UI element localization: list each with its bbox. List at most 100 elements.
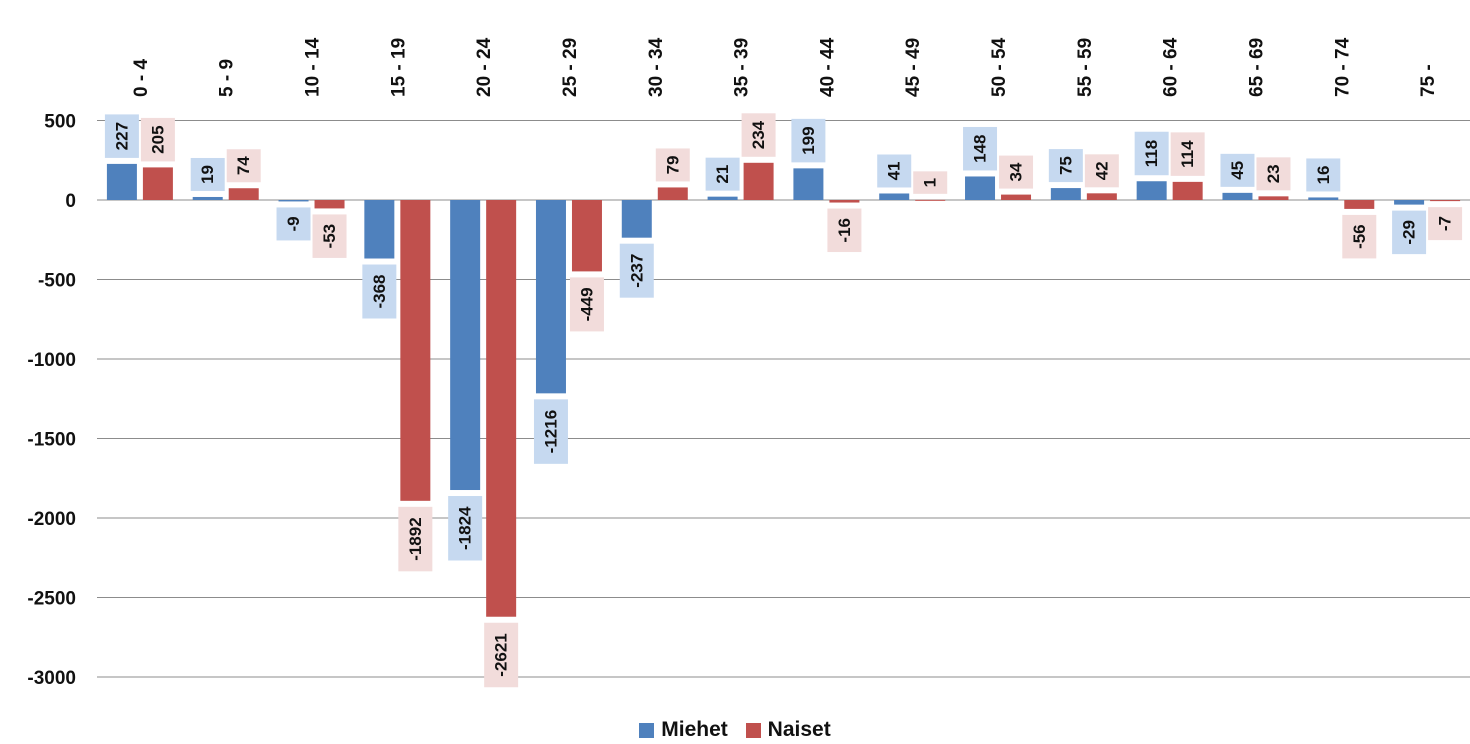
y-tick-label: -2500	[27, 589, 76, 610]
data-label: 234	[741, 113, 776, 157]
bar-series-2	[1001, 194, 1032, 200]
data-label-text: -29	[1400, 220, 1419, 245]
y-tick-label: -1000	[27, 350, 76, 371]
data-label-background	[1306, 158, 1341, 192]
data-label-background	[1048, 149, 1083, 183]
data-label: 21	[705, 157, 740, 191]
bar-series-2	[228, 188, 259, 200]
data-label-text: 45	[1228, 161, 1247, 180]
bar-series-2	[400, 200, 431, 501]
data-label: 74	[226, 149, 261, 183]
y-tick-label: -1500	[27, 430, 76, 451]
data-label: -449	[569, 277, 604, 332]
data-label: -1216	[533, 399, 568, 464]
data-label-background	[448, 496, 483, 561]
data-label-text: 234	[749, 120, 768, 149]
bar-series-2	[1344, 200, 1375, 209]
data-label-text: 16	[1314, 165, 1333, 184]
data-label-background	[312, 214, 347, 258]
data-label-background	[655, 148, 690, 182]
bar-series-1	[1394, 200, 1425, 205]
data-label-text: 114	[1178, 140, 1197, 168]
bar-series-2	[1172, 181, 1203, 200]
data-label: -237	[619, 243, 654, 298]
data-label-text: 1	[921, 178, 940, 187]
category-label: 30 - 34	[646, 37, 667, 97]
bar-series-1	[793, 168, 824, 200]
data-label: 148	[963, 126, 998, 171]
data-label-background	[1428, 207, 1463, 241]
data-label-background	[791, 118, 826, 163]
bar-series-1	[106, 163, 137, 200]
legend-item-series-2: Naiset	[745, 718, 831, 742]
bar-series-2	[486, 200, 517, 617]
data-label-text: 74	[234, 156, 253, 175]
data-label: 118	[1134, 131, 1169, 176]
data-label: 227	[104, 114, 139, 158]
data-label-background	[1392, 210, 1427, 255]
data-label-text: 19	[198, 165, 217, 184]
data-label: 114	[1170, 132, 1205, 176]
bar-series-1	[192, 196, 223, 200]
data-label: -53	[312, 214, 347, 258]
data-label: 16	[1306, 158, 1341, 192]
data-label: -9	[276, 207, 311, 241]
data-label-background	[1170, 132, 1205, 176]
category-label: 60 - 64	[1161, 37, 1182, 97]
category-label: 75 -	[1418, 64, 1439, 97]
data-label-background	[362, 264, 397, 319]
data-label-text: 42	[1092, 161, 1111, 180]
y-axis-tick-labels: 500 0 -500 -1000 -1500 -2000 -2500 -3000	[27, 112, 76, 690]
data-label-text: -1216	[541, 410, 560, 453]
category-label: 70 - 74	[1332, 37, 1353, 97]
data-label-text: -7	[1436, 216, 1455, 231]
data-label-text: -1824	[456, 506, 475, 550]
category-label: 10 - 14	[303, 37, 324, 97]
category-label: 20 - 24	[474, 37, 495, 97]
data-label-background	[1220, 153, 1255, 187]
data-label-background	[741, 113, 776, 157]
data-label-text: 205	[148, 125, 167, 153]
category-label: 0 - 4	[131, 59, 152, 97]
data-label-text: 41	[885, 162, 904, 181]
data-label-background	[1134, 131, 1169, 176]
y-tick-label: 500	[44, 112, 76, 133]
data-label-background	[705, 157, 740, 191]
data-label-text: 148	[971, 135, 990, 163]
data-label: 79	[655, 148, 690, 182]
data-label-background	[1342, 214, 1377, 259]
data-label: 34	[999, 155, 1034, 189]
bar-series-2	[743, 162, 774, 200]
data-label-background	[276, 207, 311, 241]
legend-label-series-2: Naiset	[767, 718, 831, 741]
bar-series-1	[278, 200, 309, 202]
data-label-text: -237	[627, 254, 646, 288]
data-label: -16	[827, 208, 862, 253]
data-label: -1824	[448, 496, 483, 561]
category-label: 55 - 59	[1075, 38, 1096, 97]
data-label-text: 23	[1264, 164, 1283, 183]
y-tick-label: -3000	[27, 668, 76, 689]
data-label-background	[398, 506, 433, 572]
data-label: 41	[877, 154, 912, 188]
legend: Miehet Naiset	[0, 718, 1470, 744]
data-label-background	[140, 117, 175, 162]
bar-series-2	[657, 187, 688, 200]
bar-series-1	[879, 193, 910, 200]
data-label-text: -53	[320, 224, 339, 249]
data-label: 1	[913, 171, 948, 194]
data-label-text: 79	[663, 155, 682, 174]
bar-series-1	[1222, 192, 1253, 200]
bar-series-1	[1136, 181, 1167, 200]
data-label: -56	[1342, 214, 1377, 259]
data-label: 199	[791, 118, 826, 163]
data-label-background	[913, 171, 948, 194]
data-label-background	[619, 243, 654, 298]
data-label: -368	[362, 264, 397, 319]
data-label-text: -449	[577, 287, 596, 321]
y-tick-label: -500	[38, 271, 76, 292]
data-label-text: -56	[1350, 224, 1369, 249]
bar-series-1	[1050, 188, 1081, 200]
bar-series-2	[314, 200, 345, 209]
bar-series-1	[450, 200, 481, 491]
